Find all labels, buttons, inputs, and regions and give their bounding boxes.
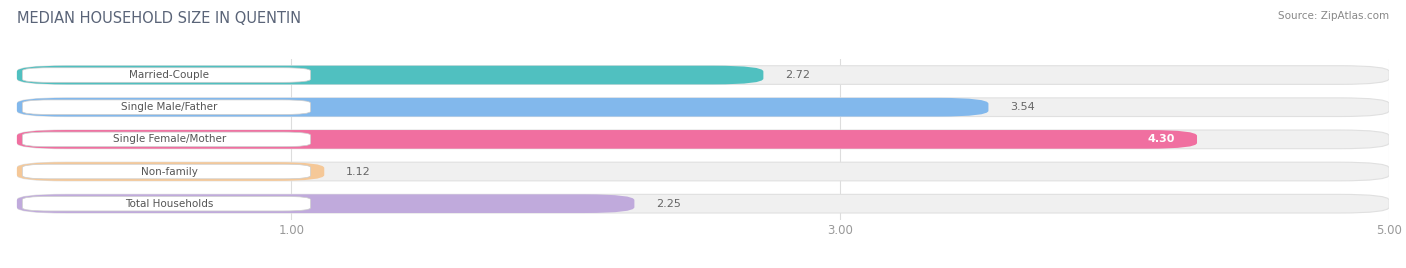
Text: Single Male/Father: Single Male/Father (121, 102, 218, 112)
Text: Single Female/Mother: Single Female/Mother (112, 134, 226, 144)
FancyBboxPatch shape (17, 98, 1389, 117)
FancyBboxPatch shape (17, 194, 634, 213)
Text: Source: ZipAtlas.com: Source: ZipAtlas.com (1278, 11, 1389, 21)
FancyBboxPatch shape (22, 196, 311, 211)
Text: 2.25: 2.25 (657, 199, 682, 209)
FancyBboxPatch shape (17, 194, 1389, 213)
FancyBboxPatch shape (17, 130, 1197, 149)
FancyBboxPatch shape (17, 66, 763, 84)
Text: Non-family: Non-family (141, 166, 198, 177)
Text: Total Households: Total Households (125, 199, 214, 209)
Text: 3.54: 3.54 (1011, 102, 1035, 112)
Text: 4.30: 4.30 (1147, 134, 1175, 144)
FancyBboxPatch shape (22, 164, 311, 179)
FancyBboxPatch shape (22, 100, 311, 114)
FancyBboxPatch shape (17, 162, 325, 181)
FancyBboxPatch shape (17, 66, 1389, 84)
FancyBboxPatch shape (17, 130, 1389, 149)
Text: Married-Couple: Married-Couple (129, 70, 209, 80)
FancyBboxPatch shape (22, 132, 311, 147)
Text: 2.72: 2.72 (786, 70, 810, 80)
FancyBboxPatch shape (17, 162, 1389, 181)
FancyBboxPatch shape (22, 68, 311, 82)
Text: MEDIAN HOUSEHOLD SIZE IN QUENTIN: MEDIAN HOUSEHOLD SIZE IN QUENTIN (17, 11, 301, 26)
Text: 1.12: 1.12 (346, 166, 371, 177)
FancyBboxPatch shape (17, 98, 988, 117)
